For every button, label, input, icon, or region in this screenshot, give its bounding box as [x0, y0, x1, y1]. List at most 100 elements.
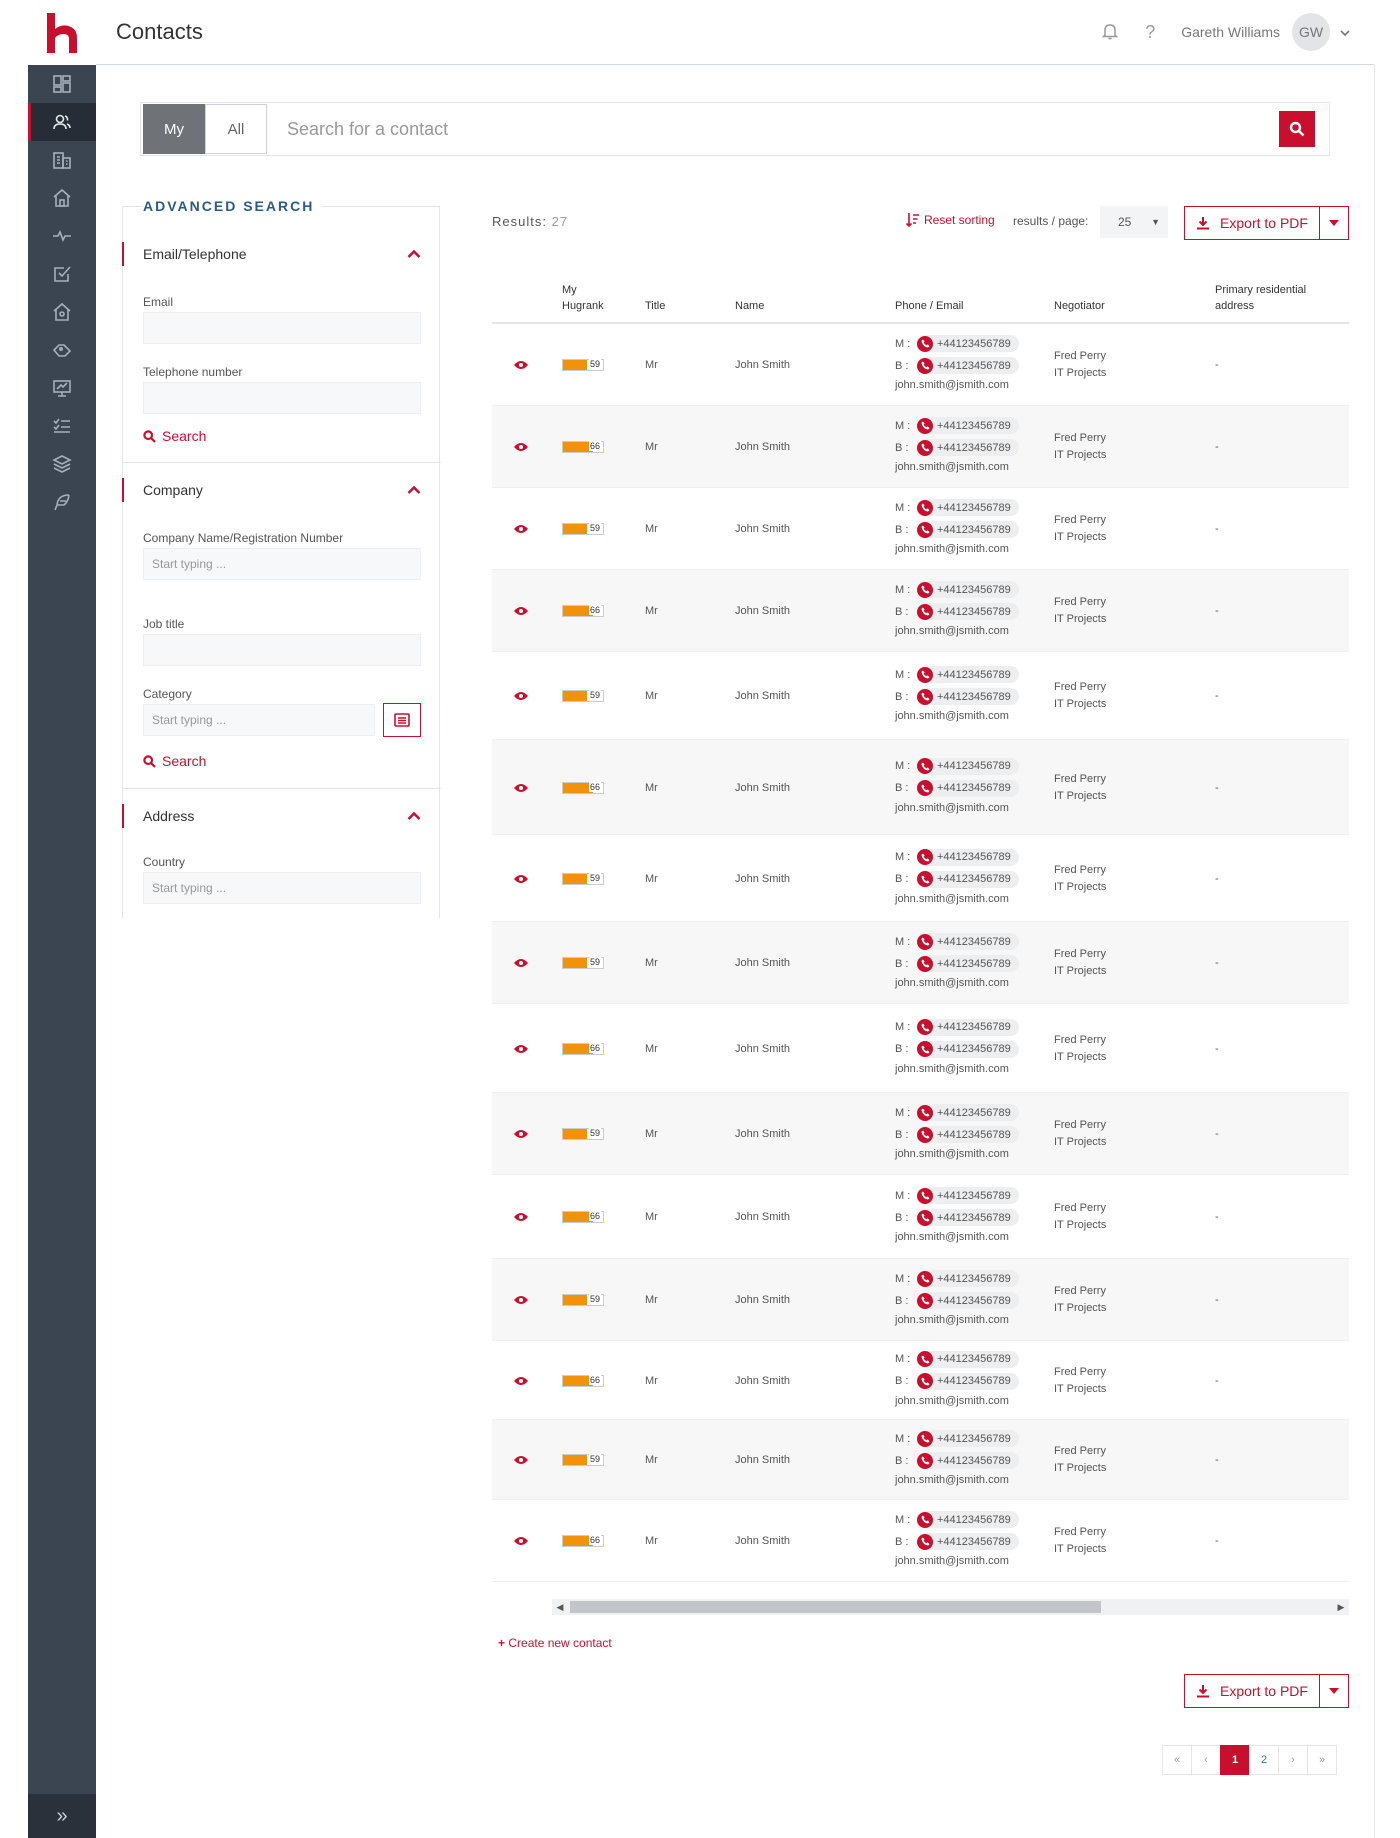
- toggle-all-button[interactable]: All: [205, 104, 267, 154]
- contact-name[interactable]: John Smith: [735, 1211, 791, 1223]
- business-phone-pill[interactable]: +44123456789: [917, 439, 1019, 456]
- contact-name[interactable]: John Smith: [735, 1042, 791, 1055]
- contact-email[interactable]: john.smith@jsmith.com: [895, 625, 1009, 637]
- email-tel-search-button[interactable]: Search: [143, 428, 206, 444]
- table-row[interactable]: 66 Mr John Smith M : +44123456789 B : +4412345…: [492, 1004, 1349, 1093]
- contact-email[interactable]: john.smith@jsmith.com: [895, 1062, 1009, 1075]
- contact-name[interactable]: John Smith: [735, 1454, 791, 1466]
- category-picker-button[interactable]: [383, 703, 421, 737]
- export-options-caret-icon[interactable]: [1320, 1675, 1348, 1707]
- view-eye-icon[interactable]: [514, 1536, 528, 1549]
- col-title[interactable]: Title: [645, 300, 666, 312]
- table-row[interactable]: 66 Mr John Smith M : +44123456789 B : +4412345…: [492, 1175, 1349, 1259]
- sidebar-item-companies[interactable]: [28, 141, 96, 179]
- sidebar-item-layers[interactable]: [28, 445, 96, 483]
- col-hugrank[interactable]: My Hugrank: [562, 282, 604, 314]
- table-row[interactable]: 59 Mr John Smith M : +44123456789 B : +4412345…: [492, 922, 1349, 1004]
- mobile-phone-pill[interactable]: +44123456789: [917, 1511, 1019, 1528]
- col-primary-address[interactable]: Primary residential address: [1215, 282, 1306, 314]
- sidebar-item-presentation[interactable]: [28, 369, 96, 407]
- mobile-phone-pill[interactable]: +44123456789: [917, 666, 1019, 683]
- contact-search-input[interactable]: [267, 104, 1279, 154]
- business-phone-pill[interactable]: +44123456789: [917, 688, 1019, 705]
- view-eye-icon[interactable]: [514, 1295, 528, 1308]
- table-row[interactable]: 66 Mr John Smith M : +44123456789 B : +4412345…: [492, 406, 1349, 488]
- mobile-phone-pill[interactable]: +44123456789: [917, 757, 1019, 775]
- contact-email[interactable]: john.smith@jsmith.com: [895, 977, 1009, 989]
- table-horizontal-scrollbar[interactable]: ◀ ▶: [552, 1599, 1349, 1615]
- contact-name[interactable]: John Smith: [735, 1374, 791, 1387]
- page-next-button[interactable]: ›: [1278, 1745, 1308, 1775]
- page-first-button[interactable]: «: [1162, 1745, 1192, 1775]
- sidebar-item-agency[interactable]: [28, 293, 96, 331]
- user-menu-chevron-down-icon[interactable]: [1340, 25, 1350, 39]
- table-row[interactable]: 66 Mr John Smith M : +44123456789 B : +4412345…: [492, 570, 1349, 652]
- search-button[interactable]: [1279, 111, 1315, 147]
- collapse-chevron-up-icon[interactable]: [407, 482, 421, 496]
- mobile-phone-pill[interactable]: +44123456789: [917, 499, 1019, 516]
- company-name-field[interactable]: Start typing ...: [143, 548, 421, 580]
- user-name[interactable]: Gareth Williams: [1181, 24, 1280, 40]
- sidebar-item-tasks[interactable]: [28, 255, 96, 293]
- business-phone-pill[interactable]: +44123456789: [917, 955, 1019, 972]
- contact-email[interactable]: john.smith@jsmith.com: [895, 801, 1009, 814]
- country-field[interactable]: Start typing ...: [143, 872, 421, 904]
- mobile-phone-pill[interactable]: +44123456789: [917, 848, 1019, 866]
- business-phone-pill[interactable]: +44123456789: [917, 1040, 1019, 1058]
- toggle-my-button[interactable]: My: [143, 104, 205, 154]
- section-email-telephone[interactable]: Email/Telephone: [122, 240, 441, 268]
- sidebar-item-deals[interactable]: [28, 331, 96, 369]
- business-phone-pill[interactable]: +44123456789: [917, 870, 1019, 888]
- contact-name[interactable]: John Smith: [735, 605, 791, 617]
- app-logo[interactable]: [28, 0, 96, 65]
- sidebar-item-dashboard[interactable]: [28, 65, 96, 103]
- sidebar-item-contacts[interactable]: [28, 103, 96, 141]
- contact-name[interactable]: John Smith: [735, 957, 791, 969]
- avatar[interactable]: GW: [1292, 13, 1330, 51]
- section-company[interactable]: Company: [122, 476, 441, 504]
- sidebar-item-checklist[interactable]: [28, 407, 96, 445]
- collapse-chevron-up-icon[interactable]: [407, 808, 421, 822]
- per-page-select[interactable]: 25 ▼: [1100, 206, 1168, 238]
- col-name[interactable]: Name: [735, 300, 765, 312]
- mobile-phone-pill[interactable]: +44123456789: [917, 1104, 1019, 1121]
- table-row[interactable]: 66 Mr John Smith M : +44123456789 B : +4412345…: [492, 1341, 1349, 1420]
- view-eye-icon[interactable]: [514, 958, 528, 971]
- contact-name[interactable]: John Smith: [735, 1128, 791, 1140]
- view-eye-icon[interactable]: [514, 1455, 528, 1468]
- view-eye-icon[interactable]: [514, 874, 528, 887]
- view-eye-icon[interactable]: [514, 1044, 528, 1057]
- mobile-phone-pill[interactable]: +44123456789: [917, 335, 1019, 352]
- business-phone-pill[interactable]: +44123456789: [917, 1533, 1019, 1550]
- help-icon[interactable]: ?: [1145, 21, 1156, 42]
- export-pdf-main-button[interactable]: Export to PDF: [1185, 207, 1320, 239]
- export-options-caret-icon[interactable]: [1320, 207, 1348, 239]
- contact-email[interactable]: john.smith@jsmith.com: [895, 892, 1009, 905]
- scroll-left-arrow-icon[interactable]: ◀: [556, 1601, 564, 1612]
- mobile-phone-pill[interactable]: +44123456789: [917, 581, 1019, 598]
- contact-email[interactable]: john.smith@jsmith.com: [895, 379, 1009, 391]
- create-new-contact-link[interactable]: + Create new contact: [498, 1636, 612, 1650]
- email-field[interactable]: [143, 312, 421, 344]
- view-eye-icon[interactable]: [514, 691, 528, 704]
- notifications-bell-icon[interactable]: [1101, 22, 1119, 43]
- view-eye-icon[interactable]: [514, 524, 528, 537]
- contact-name[interactable]: John Smith: [735, 1535, 791, 1547]
- contact-name[interactable]: John Smith: [735, 1294, 791, 1306]
- business-phone-pill[interactable]: +44123456789: [917, 1452, 1019, 1469]
- business-phone-pill[interactable]: +44123456789: [917, 1209, 1019, 1226]
- contact-name[interactable]: John Smith: [735, 872, 791, 885]
- contact-email[interactable]: john.smith@jsmith.com: [895, 1231, 1009, 1243]
- scrollbar-thumb[interactable]: [570, 1601, 1101, 1613]
- table-row[interactable]: 59 Mr John Smith M : +44123456789 B : +4412345…: [492, 488, 1349, 570]
- contact-name[interactable]: John Smith: [735, 441, 791, 453]
- contact-name[interactable]: John Smith: [735, 523, 791, 535]
- sidebar-item-feather[interactable]: [28, 483, 96, 521]
- contact-email[interactable]: john.smith@jsmith.com: [895, 461, 1009, 473]
- mobile-phone-pill[interactable]: +44123456789: [917, 1187, 1019, 1204]
- mobile-phone-pill[interactable]: +44123456789: [917, 1430, 1019, 1447]
- section-address[interactable]: Address: [122, 802, 441, 830]
- export-pdf-main-button[interactable]: Export to PDF: [1185, 1675, 1320, 1707]
- mobile-phone-pill[interactable]: +44123456789: [917, 417, 1019, 434]
- contact-email[interactable]: john.smith@jsmith.com: [895, 1474, 1009, 1486]
